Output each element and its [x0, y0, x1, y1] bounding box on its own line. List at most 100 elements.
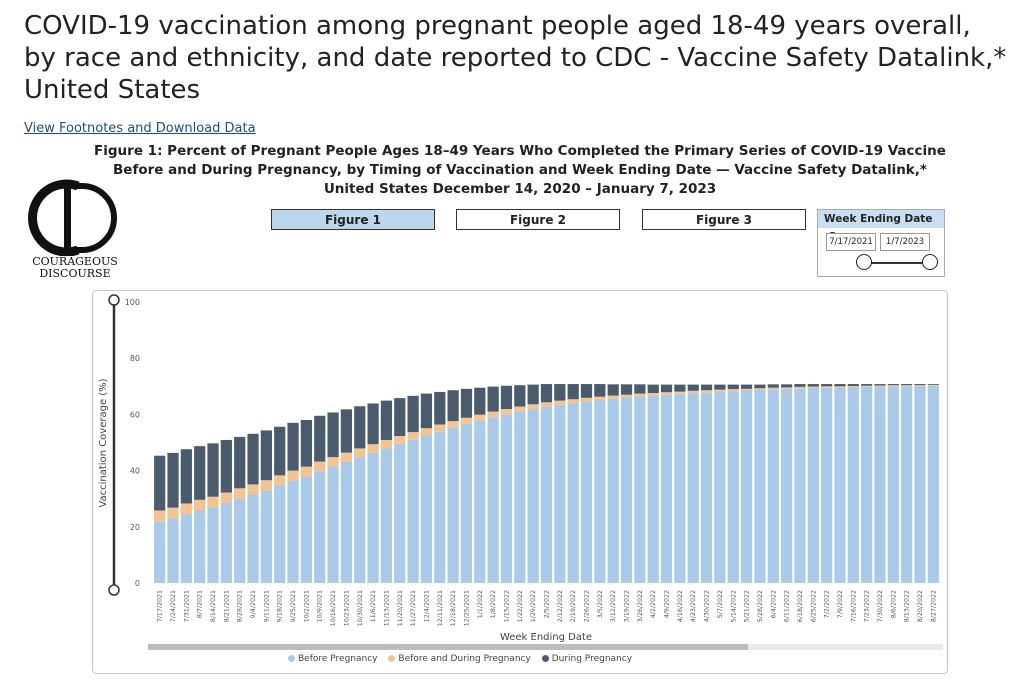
- bar-segment: [740, 390, 753, 583]
- bar-segment: [327, 457, 339, 467]
- date-range-slider-track[interactable]: [858, 262, 932, 264]
- x-tick-label: 11/20/2021: [397, 590, 404, 626]
- bar-segment: [660, 394, 673, 583]
- bar-segment: [754, 389, 766, 583]
- x-tick-label: 10/9/2021: [317, 590, 324, 622]
- y-range-top-handle[interactable]: [108, 294, 120, 306]
- x-tick-label: 9/25/2021: [290, 590, 297, 622]
- date-range-start-handle[interactable]: [856, 254, 872, 270]
- x-tick-label: 12/4/2021: [423, 590, 430, 622]
- horizontal-scrollbar[interactable]: [148, 644, 943, 650]
- footnotes-download-link[interactable]: View Footnotes and Download Data: [24, 121, 256, 136]
- bar-segment: [340, 409, 353, 453]
- bar-segment: [847, 384, 859, 387]
- x-tick-label: 5/14/2022: [730, 590, 737, 622]
- figure-heading-line-1: Figure 1: Percent of Pregnant People Age…: [94, 143, 946, 159]
- bar-segment: [314, 415, 326, 462]
- y-range-bottom-handle[interactable]: [108, 584, 120, 596]
- bar-segment: [714, 389, 726, 392]
- bar-segment: [727, 389, 739, 392]
- bar-segment: [740, 384, 753, 389]
- bar-segment: [647, 395, 659, 583]
- bar-segment: [700, 392, 713, 583]
- figure-heading-line-3: United States December 14, 2020 – Januar…: [323, 181, 717, 197]
- figure-2-button[interactable]: Figure 2: [456, 209, 620, 230]
- bar-segment: [394, 398, 406, 437]
- bar-segment: [754, 388, 766, 390]
- x-tick-label: 3/19/2022: [624, 590, 631, 622]
- bar-segment: [700, 390, 713, 393]
- horizontal-scrollbar-thumb[interactable]: [148, 644, 748, 650]
- bar-segment: [887, 386, 899, 583]
- bar-segment: [807, 387, 819, 583]
- end-date-input[interactable]: 1/7/2023: [880, 233, 930, 251]
- bar-segment: [434, 431, 446, 583]
- bar-segment: [914, 384, 926, 386]
- y-tick-label: 100: [125, 298, 140, 307]
- x-tick-label: 1/8/2022: [490, 590, 497, 618]
- bar-segment: [580, 384, 593, 398]
- legend-item-before-during[interactable]: Before and During Pregnancy: [388, 654, 531, 664]
- bar-segment: [154, 510, 166, 522]
- bar-segment: [794, 386, 806, 389]
- x-tick-label: 8/14/2021: [210, 590, 217, 622]
- y-tick-label: 0: [135, 579, 140, 588]
- legend-item-during[interactable]: During Pregnancy: [541, 654, 632, 664]
- bar-segment: [234, 436, 246, 489]
- legend-label-before: Before Pregnancy: [298, 654, 378, 664]
- week-filter-title: Week Ending Date: [824, 213, 933, 225]
- bar-segment: [500, 414, 513, 583]
- bar-segment: [220, 492, 232, 503]
- legend-item-before[interactable]: Before Pregnancy: [288, 654, 378, 664]
- bar-segment: [380, 448, 393, 583]
- bar-segment: [660, 384, 673, 393]
- bar-segment: [874, 385, 886, 387]
- bar-segment: [807, 384, 819, 387]
- bar-segment: [874, 384, 886, 386]
- x-tick-label: 8/7/2021: [197, 590, 204, 618]
- x-tick-label: 6/18/2022: [797, 590, 804, 622]
- bar-segment: [647, 393, 659, 396]
- bar-segment: [807, 386, 819, 388]
- bar-segment: [300, 466, 312, 477]
- date-range-end-handle[interactable]: [922, 254, 938, 270]
- bar-segment: [901, 385, 913, 387]
- bar-segment: [487, 417, 499, 583]
- bar-segment: [407, 439, 419, 583]
- bar-segment: [834, 387, 846, 583]
- bar-segment: [354, 406, 366, 449]
- bar-segment: [927, 384, 939, 385]
- bar-segment: [607, 395, 619, 399]
- bar-segment: [487, 386, 499, 412]
- bar-segment: [767, 387, 779, 390]
- bar-segment: [821, 386, 833, 388]
- x-tick-label: 3/12/2022: [610, 590, 617, 622]
- x-tick-label: 1/1/2022: [477, 590, 484, 618]
- x-tick-label: 3/26/2022: [637, 590, 644, 622]
- bar-segment: [634, 393, 646, 397]
- bar-segment: [674, 384, 686, 392]
- bar-segment: [660, 392, 673, 395]
- x-tick-label: 7/24/2021: [170, 590, 177, 622]
- start-date-input[interactable]: 7/17/2021: [826, 233, 876, 251]
- bar-segment: [314, 461, 326, 472]
- bar-segment: [554, 400, 566, 405]
- x-tick-label: 4/16/2022: [677, 590, 684, 622]
- bar-segment: [887, 384, 899, 386]
- figure-3-button[interactable]: Figure 3: [642, 209, 806, 230]
- figure-1-button[interactable]: Figure 1: [271, 209, 435, 230]
- bar-segment: [607, 384, 619, 396]
- bar-segment: [500, 385, 513, 410]
- x-tick-label: 6/11/2022: [784, 590, 791, 622]
- bar-segment: [821, 384, 833, 387]
- bar-segment: [154, 455, 166, 511]
- x-tick-label: 5/21/2022: [744, 590, 751, 622]
- bar-segment: [447, 427, 459, 583]
- bar-segment: [274, 426, 286, 476]
- bar-segment: [274, 485, 286, 583]
- x-tick-label: 10/16/2021: [330, 590, 337, 626]
- bar-segment: [167, 518, 179, 583]
- bar-segment: [727, 384, 739, 390]
- bar-segment: [687, 393, 699, 583]
- bar-segment: [167, 452, 179, 508]
